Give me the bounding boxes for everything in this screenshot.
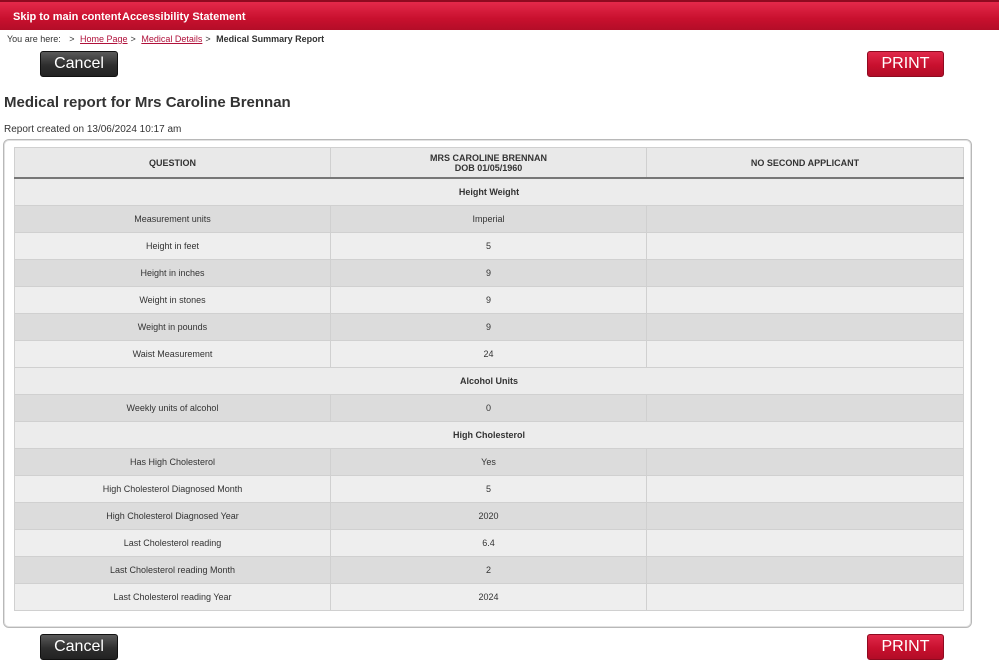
section-title: High Cholesterol — [14, 420, 964, 449]
breadcrumb-separator: > — [130, 34, 136, 44]
second-applicant-cell — [646, 258, 964, 287]
section-title: Alcohol Units — [14, 366, 964, 395]
table-row: Last Cholesterol reading Month 2 — [14, 555, 964, 584]
column-header-question: QUESTION — [14, 147, 331, 179]
section-header-row: Alcohol Units — [14, 366, 964, 395]
question-cell: Height in inches — [14, 258, 331, 287]
answer-cell: 6.4 — [330, 528, 647, 557]
breadcrumb-prefix: You are here: — [7, 34, 61, 44]
applicant-name: MRS CAROLINE BRENNAN — [430, 152, 547, 163]
report-table-body: Height Weight Measurement units Imperial He… — [14, 177, 964, 611]
cancel-button-bottom[interactable]: Cancel — [40, 634, 118, 660]
table-row: Height in feet 5 — [14, 231, 964, 260]
table-row: High Cholesterol Diagnosed Year 2020 — [14, 501, 964, 530]
question-cell: Waist Measurement — [14, 339, 331, 368]
table-row: Height in inches 9 — [14, 258, 964, 287]
second-applicant-cell — [646, 204, 964, 233]
question-cell: Height in feet — [14, 231, 331, 260]
second-applicant-cell — [646, 582, 964, 611]
column-header-applicant: MRS CAROLINE BRENNAN DOB 01/05/1960 — [330, 147, 647, 179]
question-cell: High Cholesterol Diagnosed Year — [14, 501, 331, 530]
second-applicant-cell — [646, 447, 964, 476]
breadcrumb-medical-details-link[interactable]: Medical Details — [141, 34, 203, 44]
answer-cell: 5 — [330, 231, 647, 260]
table-row: Measurement units Imperial — [14, 204, 964, 233]
answer-cell: 0 — [330, 393, 647, 422]
question-cell: Has High Cholesterol — [14, 447, 331, 476]
section-header-row: Height Weight — [14, 177, 964, 206]
table-row: Weight in stones 9 — [14, 285, 964, 314]
answer-cell: 24 — [330, 339, 647, 368]
question-cell: Last Cholesterol reading Year — [14, 582, 331, 611]
table-row: Weight in pounds 9 — [14, 312, 964, 341]
breadcrumb: You are here: > Home Page > Medical Detai… — [7, 34, 324, 44]
answer-cell: 2020 — [330, 501, 647, 530]
breadcrumb-current: Medical Summary Report — [216, 34, 325, 44]
print-button-bottom[interactable]: PRINT — [867, 634, 944, 660]
question-cell: Last Cholesterol reading Month — [14, 555, 331, 584]
question-cell: Last Cholesterol reading — [14, 528, 331, 557]
table-row: Last Cholesterol reading 6.4 — [14, 528, 964, 557]
second-applicant-cell — [646, 528, 964, 557]
second-applicant-cell — [646, 312, 964, 341]
question-cell: High Cholesterol Diagnosed Month — [14, 474, 331, 503]
table-row: Waist Measurement 24 — [14, 339, 964, 368]
question-cell: Measurement units — [14, 204, 331, 233]
section-title: Height Weight — [14, 177, 964, 206]
print-button-top[interactable]: PRINT — [867, 51, 944, 77]
question-cell: Weight in stones — [14, 285, 331, 314]
answer-cell: 9 — [330, 312, 647, 341]
second-applicant-cell — [646, 555, 964, 584]
answer-cell: Imperial — [330, 204, 647, 233]
answer-cell: 2024 — [330, 582, 647, 611]
second-applicant-cell — [646, 474, 964, 503]
answer-cell: Yes — [330, 447, 647, 476]
section-header-row: High Cholesterol — [14, 420, 964, 449]
accessibility-statement-link[interactable]: Accessibility Statement — [122, 11, 246, 23]
cancel-button-top[interactable]: Cancel — [40, 51, 118, 77]
report-created-timestamp: Report created on 13/06/2024 10:17 am — [4, 124, 182, 135]
second-applicant-cell — [646, 285, 964, 314]
breadcrumb-home-link[interactable]: Home Page — [80, 34, 128, 44]
table-row: High Cholesterol Diagnosed Month 5 — [14, 474, 964, 503]
table-row: Has High Cholesterol Yes — [14, 447, 964, 476]
answer-cell: 9 — [330, 285, 647, 314]
second-applicant-cell — [646, 501, 964, 530]
second-applicant-cell — [646, 231, 964, 260]
page-title: Medical report for Mrs Caroline Brennan — [4, 94, 291, 111]
table-row: Weekly units of alcohol 0 — [14, 393, 964, 422]
applicant-dob: DOB 01/05/1960 — [454, 162, 523, 173]
column-header-second-applicant: NO SECOND APPLICANT — [646, 147, 964, 179]
breadcrumb-separator: > — [69, 34, 75, 44]
breadcrumb-separator: > — [205, 34, 211, 44]
question-cell: Weekly units of alcohol — [14, 393, 331, 422]
second-applicant-cell — [646, 393, 964, 422]
top-navigation-bar: Skip to main content Accessibility State… — [0, 0, 999, 30]
question-cell: Weight in pounds — [14, 312, 331, 341]
second-applicant-cell — [646, 339, 964, 368]
answer-cell: 2 — [330, 555, 647, 584]
skip-to-main-content-link[interactable]: Skip to main content — [13, 11, 122, 23]
medical-report-table: QUESTION MRS CAROLINE BRENNAN DOB 01/05/… — [14, 147, 964, 611]
answer-cell: 9 — [330, 258, 647, 287]
answer-cell: 5 — [330, 474, 647, 503]
table-row: Last Cholesterol reading Year 2024 — [14, 582, 964, 611]
